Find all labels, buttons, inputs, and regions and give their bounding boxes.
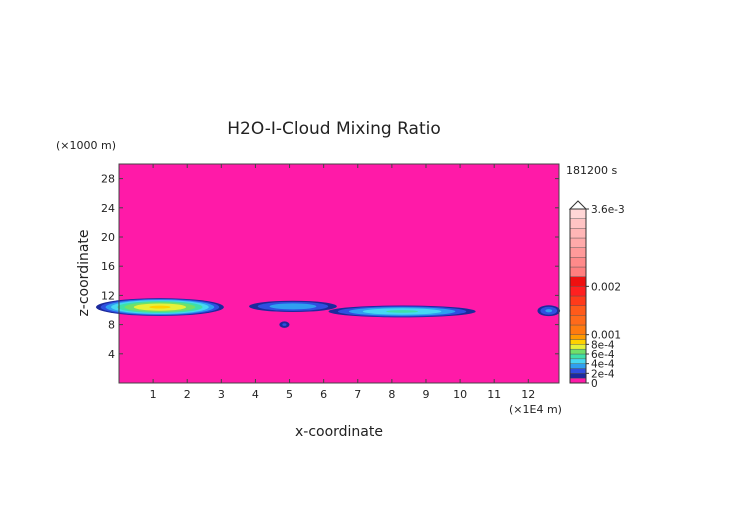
colorbar-tick-label: 8e-4 <box>591 339 615 351</box>
y-unit-label: (×1000 m) <box>56 139 116 152</box>
colorbar-max-arrow <box>568 200 588 210</box>
colorbar-tick-label: 3.6e-3 <box>591 204 625 216</box>
colorbar <box>568 200 588 384</box>
x-tick-label: 3 <box>218 388 225 401</box>
plot-background <box>119 164 559 383</box>
plot-area <box>119 164 559 383</box>
colorbar-tick-label: 2e-4 <box>591 368 615 380</box>
colorbar-tick-label: 0.001 <box>591 330 621 342</box>
y-axis: 4 8 12 16 20 24 28 <box>101 173 559 361</box>
colorbar-bin-1 <box>569 373 587 379</box>
x-axis-label: x-coordinate <box>295 424 383 440</box>
cloud-4-level-3 <box>545 309 553 313</box>
cloud-1-level-3 <box>269 303 317 310</box>
x-tick-label: 6 <box>320 388 327 401</box>
colorbar-tick-label: 6e-4 <box>591 349 615 361</box>
chart-title: H2O-I-Cloud Mixing Ratio <box>227 119 441 139</box>
x-tick-label: 4 <box>252 388 259 401</box>
colorbar-tick-label: 0 <box>591 378 598 390</box>
colorbar-bin-15 <box>569 276 587 287</box>
x-tick-label: 8 <box>388 388 395 401</box>
colorbar-bin-11 <box>569 315 587 326</box>
colorbar-tick-label: 0.002 <box>591 281 621 293</box>
y-tick-label: 24 <box>101 202 115 215</box>
colorbar-bin-10 <box>569 324 587 335</box>
colorbar-bin-22 <box>569 208 587 219</box>
colorbar-bin-14 <box>569 286 587 297</box>
colorbar-bin-4 <box>569 358 587 364</box>
y-tick-label: 12 <box>101 289 115 302</box>
cloud-contours <box>96 298 561 328</box>
colorbar-bin-7 <box>569 344 587 350</box>
colorbar-bin-19 <box>569 237 587 248</box>
plot-frame <box>118 163 560 384</box>
colorbar-bin-21 <box>569 218 587 229</box>
colorbar-bin-12 <box>569 305 587 316</box>
x-tick-label: 5 <box>286 388 293 401</box>
y-axis-label: z-coordinate <box>76 229 92 316</box>
x-tick-label: 2 <box>184 388 191 401</box>
y-tick-label: 8 <box>108 319 115 332</box>
colorbar-bin-5 <box>569 353 587 360</box>
colorbar-bin-9 <box>569 334 587 340</box>
x-tick-label: 7 <box>354 388 361 401</box>
colorbar-bin-2 <box>569 368 587 374</box>
x-tick-label: 10 <box>453 388 467 401</box>
y-tick-label: 16 <box>101 260 115 273</box>
colorbar-bin-20 <box>569 228 587 239</box>
x-tick-label: 11 <box>487 388 501 401</box>
colorbar-bin-8 <box>569 339 587 345</box>
x-tick-label: 9 <box>422 388 429 401</box>
colorbar-bin-18 <box>569 247 587 258</box>
colorbar-bin-17 <box>569 257 587 268</box>
time-label: 181200 s <box>566 164 617 177</box>
cloud-3-level-5 <box>386 310 419 313</box>
x-tick-label: 1 <box>150 388 157 401</box>
colorbar-bin-6 <box>569 348 587 355</box>
y-tick-label: 4 <box>108 348 115 361</box>
colorbar-bin-0 <box>569 377 587 384</box>
cloud-2-level-2 <box>282 323 287 326</box>
x-unit-label: (×1E4 m) <box>509 403 562 416</box>
colorbar-tick-label: 4e-4 <box>591 359 615 371</box>
x-tick-label: 12 <box>521 388 535 401</box>
y-tick-label: 28 <box>101 173 115 186</box>
colorbar-bin-3 <box>569 363 587 369</box>
cloud-0-level-8 <box>149 305 171 309</box>
colorbar-bin-16 <box>569 266 587 277</box>
y-tick-label: 20 <box>101 231 115 244</box>
x-axis: 1 2 3 4 5 6 7 8 9 10 11 12 <box>150 164 535 401</box>
colorbar-bin-13 <box>569 295 587 306</box>
